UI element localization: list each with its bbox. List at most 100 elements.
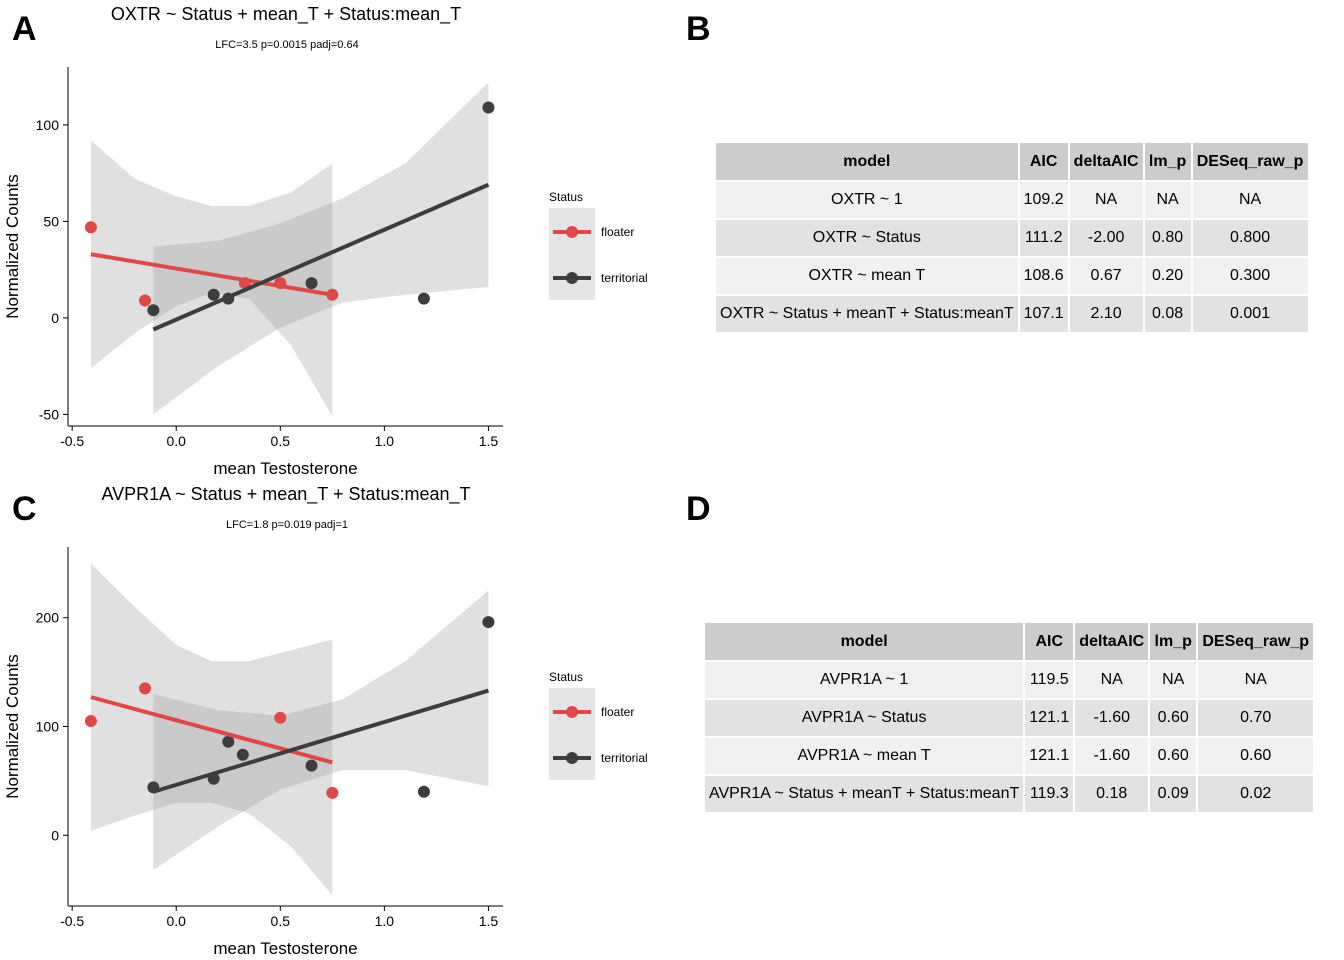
panel-label-c: C bbox=[12, 490, 37, 528]
cell-lm-p: 0.60 bbox=[1150, 700, 1197, 736]
column-header-deseq-raw-p: DESeq_raw_p bbox=[1192, 143, 1308, 180]
data-point-floater bbox=[139, 294, 152, 307]
legend-title: Status bbox=[549, 670, 583, 684]
data-point-floater bbox=[139, 682, 152, 695]
chart-title: AVPR1A ~ Status + mean_T + Status:mean_T bbox=[101, 484, 470, 505]
x-tick-label: 0.0 bbox=[166, 433, 186, 449]
panel-label-d: D bbox=[686, 490, 711, 528]
x-tick-label: 0.0 bbox=[166, 913, 186, 929]
cell-model: OXTR ~ Status + meanT + Status:meanT bbox=[716, 296, 1018, 332]
cell-aic: 108.6 bbox=[1019, 258, 1068, 294]
y-tick-label: 0 bbox=[51, 827, 59, 843]
cell-lm-p: 0.80 bbox=[1144, 220, 1191, 256]
table-row: OXTR ~ 1 109.2 NA NA NA bbox=[716, 182, 1308, 218]
y-axis-label: Normalized Counts bbox=[3, 174, 22, 319]
data-point-floater bbox=[84, 715, 97, 728]
panel-label-a: A bbox=[12, 10, 37, 48]
table-header-row: model AIC deltaAIC lm_p DESeq_raw_p bbox=[716, 143, 1308, 180]
cell-deseq-raw-p: 0.02 bbox=[1198, 776, 1314, 812]
y-tick-label: 100 bbox=[36, 117, 60, 133]
confidence-band-territorial bbox=[153, 590, 489, 871]
cell-lm-p: 0.08 bbox=[1144, 296, 1191, 332]
cell-lm-p: 0.20 bbox=[1144, 258, 1191, 294]
data-point-territorial bbox=[417, 785, 430, 798]
chart-subtitle: LFC=3.5 p=0.0015 padj=0.64 bbox=[215, 39, 358, 51]
avpr1a-model-table: model AIC deltaAIC lm_p DESeq_raw_p AVPR… bbox=[703, 621, 1315, 814]
cell-deltaaic: 2.10 bbox=[1069, 296, 1143, 332]
legend-label-territorial: territorial bbox=[601, 751, 648, 765]
data-point-territorial bbox=[417, 292, 430, 305]
x-tick-label: -0.5 bbox=[60, 913, 84, 929]
cell-aic: 121.1 bbox=[1025, 700, 1074, 736]
x-axis-label: mean Testosterone bbox=[213, 939, 357, 958]
cell-model: OXTR ~ Status bbox=[716, 220, 1018, 256]
oxtr-scatter-chart: OXTR ~ Status + mean_T + Status:mean_T LF… bbox=[3, 4, 648, 478]
data-point-territorial bbox=[305, 277, 318, 290]
table-row: AVPR1A ~ mean T 121.1 -1.60 0.60 0.60 bbox=[705, 738, 1314, 774]
column-header-aic: AIC bbox=[1025, 623, 1074, 660]
x-tick-label: -0.5 bbox=[60, 433, 84, 449]
cell-deltaaic: 0.18 bbox=[1075, 776, 1149, 812]
cell-deltaaic: -1.60 bbox=[1075, 700, 1149, 736]
cell-aic: 111.2 bbox=[1019, 220, 1068, 256]
legend-marker-territorial bbox=[566, 752, 578, 764]
legend-title: Status bbox=[549, 190, 583, 204]
cell-model: OXTR ~ 1 bbox=[716, 182, 1018, 218]
cell-lm-p: NA bbox=[1150, 662, 1197, 698]
data-point-territorial bbox=[236, 748, 249, 761]
cell-deseq-raw-p: 0.800 bbox=[1192, 220, 1308, 256]
avpr1a-scatter-chart: AVPR1A ~ Status + mean_T + Status:mean_T… bbox=[3, 484, 648, 958]
data-point-territorial bbox=[222, 735, 235, 748]
cell-model: AVPR1A ~ Status bbox=[705, 700, 1024, 736]
table-row: OXTR ~ mean T 108.6 0.67 0.20 0.300 bbox=[716, 258, 1308, 294]
cell-aic: 109.2 bbox=[1019, 182, 1068, 218]
cell-deseq-raw-p: 0.70 bbox=[1198, 700, 1314, 736]
column-header-lm-p: lm_p bbox=[1150, 623, 1197, 660]
cell-aic: 119.5 bbox=[1025, 662, 1074, 698]
cell-deseq-raw-p: 0.001 bbox=[1192, 296, 1308, 332]
cell-aic: 107.1 bbox=[1019, 296, 1068, 332]
data-point-floater bbox=[326, 786, 339, 799]
column-header-aic: AIC bbox=[1019, 143, 1068, 180]
cell-deseq-raw-p: NA bbox=[1192, 182, 1308, 218]
cell-deltaaic: -2.00 bbox=[1069, 220, 1143, 256]
panel-label-b: B bbox=[686, 10, 711, 48]
x-tick-label: 0.5 bbox=[271, 913, 291, 929]
legend-marker-floater bbox=[566, 706, 578, 718]
cell-deseq-raw-p: NA bbox=[1198, 662, 1314, 698]
legend-label-floater: floater bbox=[601, 225, 634, 239]
y-tick-label: -50 bbox=[39, 406, 59, 422]
fit-line-territorial bbox=[152, 688, 490, 794]
y-tick-label: 200 bbox=[36, 610, 60, 626]
fit-line-territorial bbox=[152, 182, 490, 332]
y-axis-label: Normalized Counts bbox=[3, 654, 22, 799]
column-header-model: model bbox=[705, 623, 1024, 660]
table-row: OXTR ~ Status + meanT + Status:meanT 107… bbox=[716, 296, 1308, 332]
column-header-deseq-raw-p: DESeq_raw_p bbox=[1198, 623, 1314, 660]
table-row: AVPR1A ~ Status + meanT + Status:meanT 1… bbox=[705, 776, 1314, 812]
legend-label-floater: floater bbox=[601, 705, 634, 719]
cell-model: AVPR1A ~ Status + meanT + Status:meanT bbox=[705, 776, 1024, 812]
data-point-territorial bbox=[305, 759, 318, 772]
data-point-floater bbox=[84, 221, 97, 234]
cell-model: AVPR1A ~ 1 bbox=[705, 662, 1024, 698]
column-header-deltaaic: deltaAIC bbox=[1075, 623, 1149, 660]
cell-lm-p: 0.60 bbox=[1150, 738, 1197, 774]
table-row: OXTR ~ Status 111.2 -2.00 0.80 0.800 bbox=[716, 220, 1308, 256]
table-row: AVPR1A ~ 1 119.5 NA NA NA bbox=[705, 662, 1314, 698]
y-tick-label: 50 bbox=[43, 213, 59, 229]
column-header-model: model bbox=[716, 143, 1018, 180]
legend-key-background bbox=[549, 208, 595, 300]
y-tick-label: 100 bbox=[36, 719, 60, 735]
cell-deltaaic: -1.60 bbox=[1075, 738, 1149, 774]
x-tick-label: 1.0 bbox=[375, 913, 395, 929]
data-point-territorial bbox=[482, 101, 495, 114]
chart-subtitle: LFC=1.8 p=0.019 padj=1 bbox=[226, 519, 348, 531]
column-header-deltaaic: deltaAIC bbox=[1069, 143, 1143, 180]
cell-model: AVPR1A ~ mean T bbox=[705, 738, 1024, 774]
cell-lm-p: NA bbox=[1144, 182, 1191, 218]
x-axis-label: mean Testosterone bbox=[213, 459, 357, 478]
data-point-territorial bbox=[147, 304, 160, 317]
cell-deseq-raw-p: 0.60 bbox=[1198, 738, 1314, 774]
data-point-territorial bbox=[482, 616, 495, 629]
